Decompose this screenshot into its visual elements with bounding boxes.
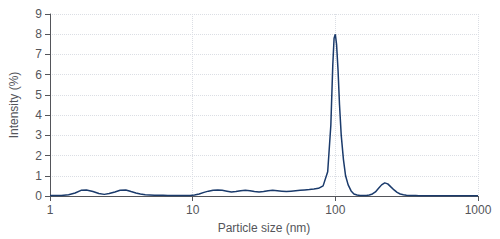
svg-text:9: 9 xyxy=(35,7,42,21)
svg-text:3: 3 xyxy=(35,128,42,142)
svg-text:7: 7 xyxy=(35,47,42,61)
svg-text:1000: 1000 xyxy=(465,203,492,217)
svg-text:100: 100 xyxy=(325,203,345,217)
svg-text:1: 1 xyxy=(47,203,54,217)
svg-text:1: 1 xyxy=(35,169,42,183)
svg-text:8: 8 xyxy=(35,27,42,41)
svg-text:6: 6 xyxy=(35,68,42,82)
svg-text:10: 10 xyxy=(186,203,200,217)
svg-text:Intensity (%): Intensity (%) xyxy=(7,72,21,139)
svg-text:0: 0 xyxy=(35,189,42,203)
svg-text:2: 2 xyxy=(35,149,42,163)
svg-text:5: 5 xyxy=(35,88,42,102)
svg-text:Particle size (nm): Particle size (nm) xyxy=(218,221,311,235)
svg-text:4: 4 xyxy=(35,108,42,122)
